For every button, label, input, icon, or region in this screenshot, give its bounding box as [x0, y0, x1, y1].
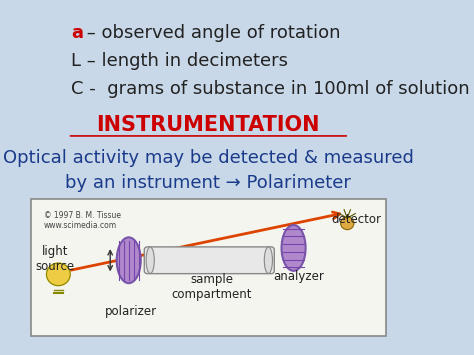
Ellipse shape: [264, 247, 273, 273]
Text: © 1997 B. M. Tissue
www.scimedia.com: © 1997 B. M. Tissue www.scimedia.com: [44, 211, 120, 230]
Text: light
source: light source: [35, 245, 74, 273]
Text: polarizer: polarizer: [104, 305, 156, 318]
Text: C -  grams of substance in 100ml of solution: C - grams of substance in 100ml of solut…: [71, 81, 470, 98]
Text: analyzer: analyzer: [273, 269, 325, 283]
Text: Optical activity may be detected & measured: Optical activity may be detected & measu…: [3, 149, 414, 167]
Circle shape: [341, 217, 354, 230]
Ellipse shape: [282, 225, 306, 271]
Text: L – length in decimeters: L – length in decimeters: [71, 52, 288, 70]
FancyBboxPatch shape: [144, 247, 274, 274]
Text: – observed angle of rotation: – observed angle of rotation: [81, 24, 340, 42]
FancyBboxPatch shape: [30, 199, 386, 336]
Circle shape: [46, 263, 70, 286]
Text: by an instrument → Polarimeter: by an instrument → Polarimeter: [65, 174, 351, 192]
Ellipse shape: [146, 247, 154, 273]
Text: INSTRUMENTATION: INSTRUMENTATION: [97, 115, 320, 135]
Text: detector: detector: [331, 213, 382, 226]
Text: sample
compartment: sample compartment: [172, 273, 252, 301]
Ellipse shape: [117, 237, 141, 283]
Text: a: a: [71, 24, 83, 42]
